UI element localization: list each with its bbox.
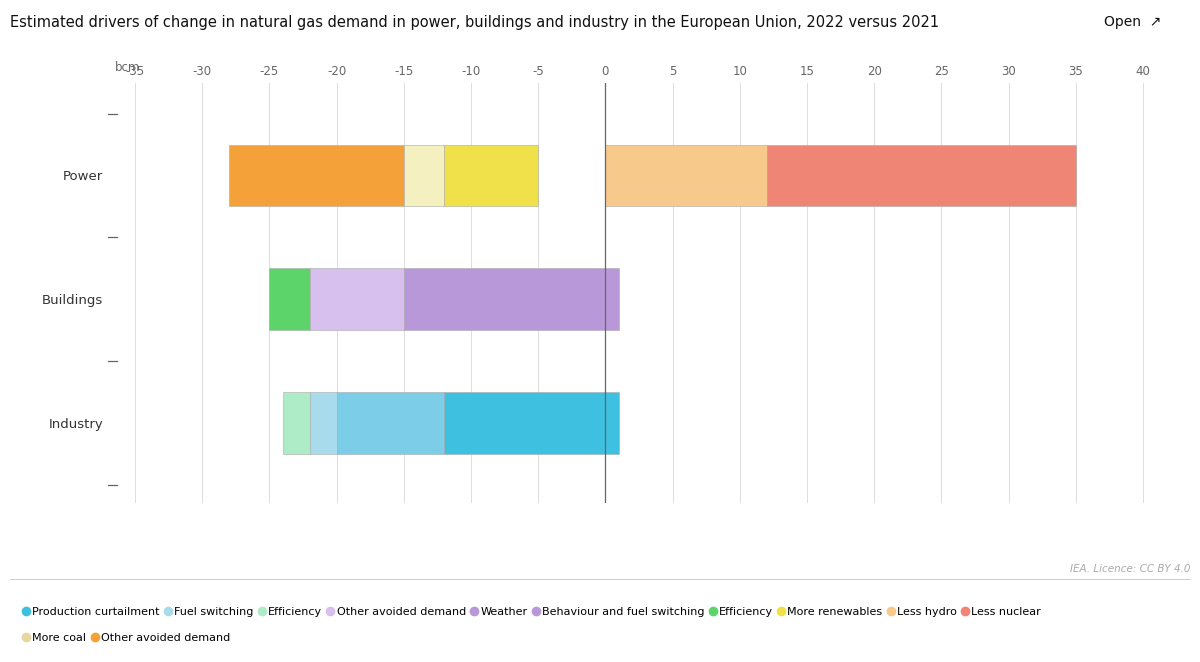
Text: Estimated drivers of change in natural gas demand in power, buildings and indust: Estimated drivers of change in natural g… [10,15,938,30]
Bar [269,268,310,330]
Legend: More coal, Other avoided demand: More coal, Other avoided demand [23,632,230,643]
Bar [229,144,403,207]
Bar [403,268,619,330]
Text: Open  ↗: Open ↗ [1104,15,1162,28]
Bar [605,144,767,207]
Bar [310,392,336,453]
Bar [336,392,444,453]
Text: bcm: bcm [115,61,140,74]
Text: IEA. Licence: CC BY 4.0: IEA. Licence: CC BY 4.0 [1070,564,1190,574]
Bar [444,144,538,207]
Bar [403,144,444,207]
Bar [283,392,310,453]
Bar [444,392,619,453]
Bar [310,268,403,330]
Bar [767,144,1076,207]
